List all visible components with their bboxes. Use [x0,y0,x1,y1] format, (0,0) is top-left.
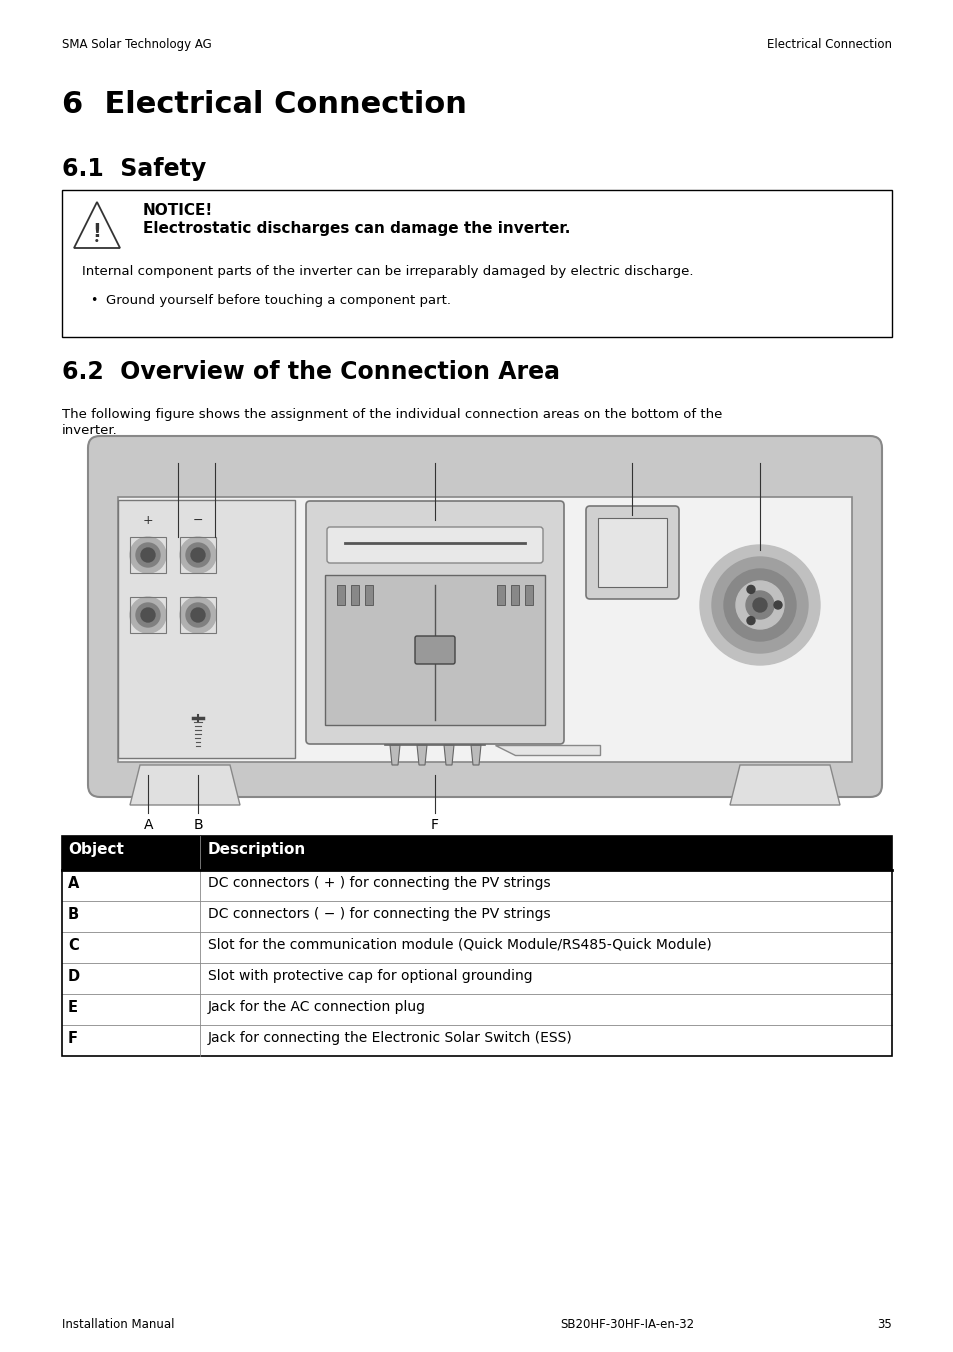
Text: B: B [193,818,203,831]
Circle shape [746,585,754,594]
Text: The following figure shows the assignment of the individual connection areas on : The following figure shows the assignmen… [62,408,721,420]
Text: Description: Description [208,842,306,857]
Polygon shape [130,765,240,804]
Text: Electrical Connection: Electrical Connection [766,38,891,51]
Text: DC connectors ( − ) for connecting the PV strings: DC connectors ( − ) for connecting the P… [208,907,550,921]
Circle shape [130,598,166,633]
Text: B: B [211,448,220,461]
Text: Object: Object [68,842,124,857]
Bar [62,191,891,337]
Text: inverter.: inverter. [62,425,117,437]
Circle shape [136,544,160,566]
Text: SB20HF-30HF-IA-en-32: SB20HF-30HF-IA-en-32 [559,1318,694,1330]
Text: A: A [172,448,182,461]
Circle shape [735,581,783,629]
FancyBboxPatch shape [306,502,563,744]
Bar [511,585,518,604]
Bar [62,994,891,1025]
Text: SMA Solar Technology AG: SMA Solar Technology AG [62,38,212,51]
Text: F: F [68,1032,78,1046]
Text: E: E [755,448,764,461]
Circle shape [773,602,781,608]
FancyBboxPatch shape [327,527,542,562]
Bar [118,498,851,763]
Text: C: C [68,938,79,953]
Polygon shape [443,745,454,765]
Bar [62,900,891,932]
Circle shape [191,548,205,562]
Text: E: E [68,1000,78,1015]
Text: Slot with protective cap for optional grounding: Slot with protective cap for optional gr… [208,969,532,983]
Text: 35: 35 [877,1318,891,1330]
Bar [130,537,166,573]
Bar [497,585,504,604]
Text: Electrostatic discharges can damage the inverter.: Electrostatic discharges can damage the … [143,220,570,237]
Text: Jack for connecting the Electronic Solar Switch (ESS): Jack for connecting the Electronic Solar… [208,1032,572,1045]
Circle shape [711,557,807,653]
Bar [62,836,891,869]
Text: NOTICE!: NOTICE! [143,203,213,218]
Text: Internal component parts of the inverter can be irreparably damaged by electric : Internal component parts of the inverter… [82,265,693,279]
Bar [62,869,891,900]
Circle shape [180,598,215,633]
Bar [118,500,294,758]
Bar [62,932,891,963]
Text: Installation Manual: Installation Manual [62,1318,174,1330]
Circle shape [186,603,210,627]
Polygon shape [471,745,480,765]
Text: •: • [90,293,97,307]
Circle shape [141,548,154,562]
Circle shape [130,537,166,573]
Text: D: D [68,969,80,984]
Text: 6.1  Safety: 6.1 Safety [62,157,206,181]
Text: !: ! [92,222,101,241]
Bar [598,518,666,587]
FancyBboxPatch shape [88,435,882,796]
Bar [62,963,891,994]
Text: A: A [68,876,79,891]
Text: F: F [431,818,438,831]
Text: −: − [193,514,203,527]
Bar [130,598,166,633]
Circle shape [191,608,205,622]
FancyBboxPatch shape [415,635,455,664]
Text: A: A [144,818,153,831]
Text: Jack for the AC connection plug: Jack for the AC connection plug [208,1000,426,1014]
FancyBboxPatch shape [585,506,679,599]
Circle shape [723,569,795,641]
Polygon shape [390,745,399,765]
Text: DC connectors ( + ) for connecting the PV strings: DC connectors ( + ) for connecting the P… [208,876,550,890]
Text: D: D [628,448,639,461]
Text: Slot for the communication module (Quick Module/RS485-Quick Module): Slot for the communication module (Quick… [208,938,711,952]
Bar [180,537,215,573]
Circle shape [186,544,210,566]
Text: ●: ● [95,239,99,243]
Bar [325,575,544,725]
Polygon shape [495,745,599,754]
Bar [524,585,533,604]
Text: Ground yourself before touching a component part.: Ground yourself before touching a compon… [106,293,451,307]
Circle shape [746,617,754,625]
Bar [365,585,373,604]
Text: +: + [143,514,153,527]
Circle shape [180,537,215,573]
Text: B: B [68,907,79,922]
Bar [336,585,345,604]
Circle shape [700,545,820,665]
Circle shape [136,603,160,627]
Polygon shape [416,745,427,765]
Bar [351,585,358,604]
Text: C: C [431,448,440,461]
Circle shape [141,608,154,622]
Text: 6  Electrical Connection: 6 Electrical Connection [62,91,466,119]
Text: 6.2  Overview of the Connection Area: 6.2 Overview of the Connection Area [62,360,559,384]
Polygon shape [729,765,840,804]
Circle shape [752,598,766,612]
Bar [180,598,215,633]
Circle shape [745,591,773,619]
Bar [62,836,891,1056]
Bar [62,1025,891,1056]
